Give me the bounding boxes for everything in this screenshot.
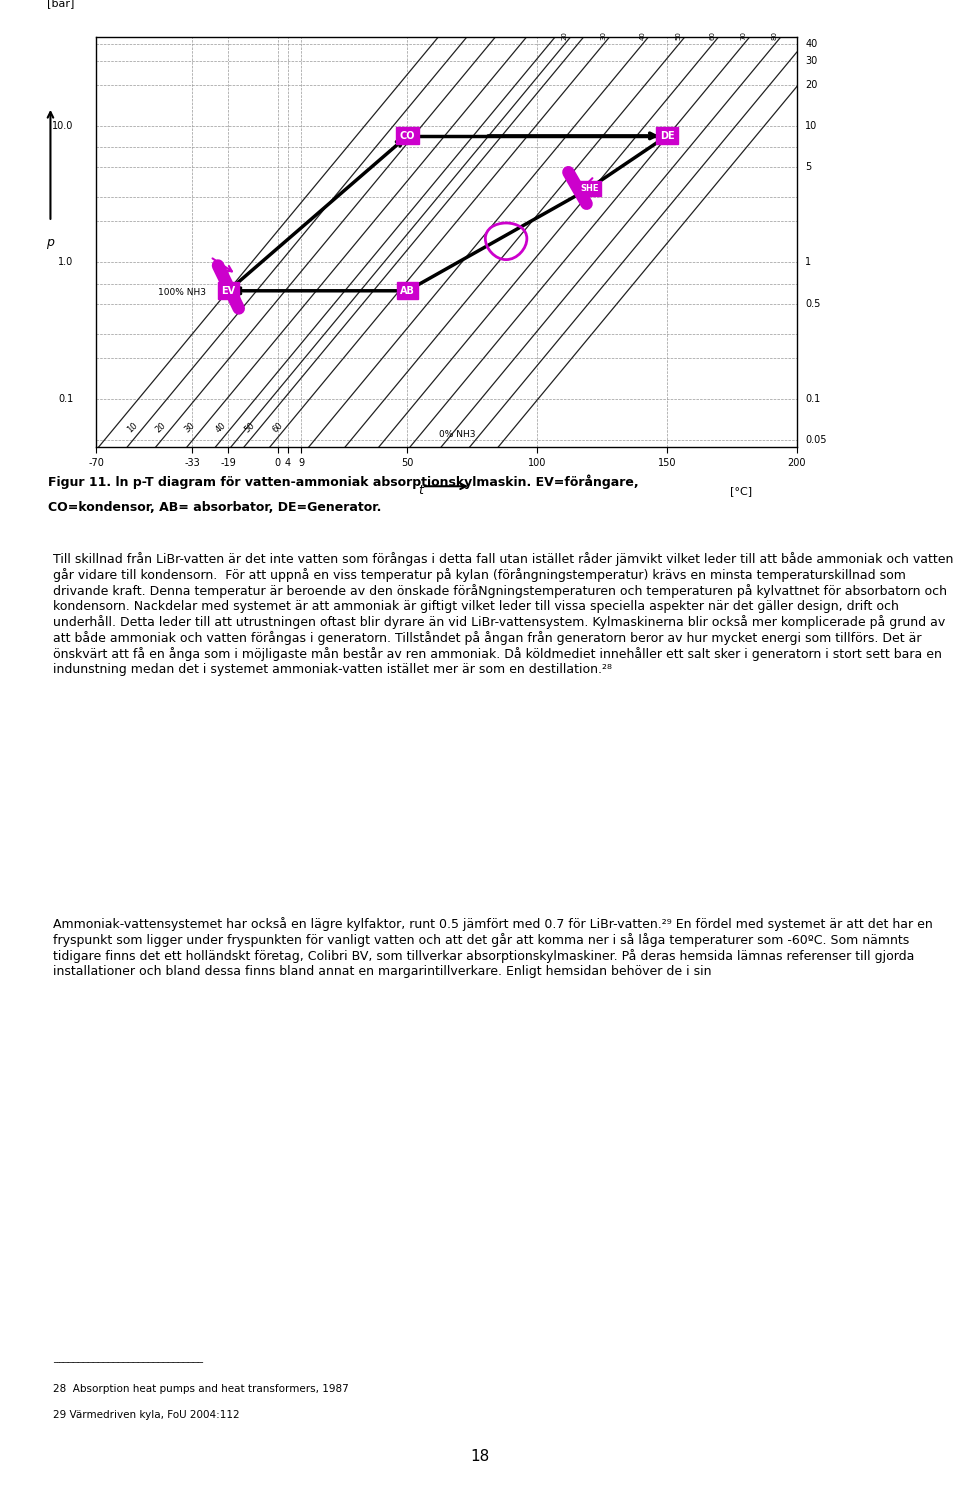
Text: 50: 50 xyxy=(242,420,256,434)
Text: 100% NH3: 100% NH3 xyxy=(158,288,206,297)
Text: 28  Absorption heat pumps and heat transformers, 1987: 28 Absorption heat pumps and heat transf… xyxy=(53,1384,348,1394)
Text: 29 Värmedriven kyla, FoU 2004:112: 29 Värmedriven kyla, FoU 2004:112 xyxy=(53,1410,239,1421)
Text: Till skillnad från LiBr-vatten är det inte vatten som förångas i detta fall utan: Till skillnad från LiBr-vatten är det in… xyxy=(53,552,953,677)
Text: 70: 70 xyxy=(741,31,747,40)
Text: 10: 10 xyxy=(805,121,818,131)
Text: DE: DE xyxy=(660,131,674,140)
Text: AB: AB xyxy=(400,286,415,295)
Text: 0.05: 0.05 xyxy=(805,435,827,444)
Text: 20: 20 xyxy=(154,420,168,434)
Text: 0.1: 0.1 xyxy=(805,394,821,404)
Text: 60: 60 xyxy=(709,31,715,40)
Text: t: t xyxy=(419,485,423,498)
Text: Ammoniak-vattensystemet har också en lägre kylfaktor, runt 0.5 jämfört med 0.7 f: Ammoniak-vattensystemet har också en läg… xyxy=(53,917,932,978)
Text: Figur 11. ln p-T diagram för vatten-ammoniak absorptionskylmaskin. EV=förångare,: Figur 11. ln p-T diagram för vatten-ammo… xyxy=(48,474,638,489)
Text: 30: 30 xyxy=(601,31,607,40)
Text: 0.5: 0.5 xyxy=(805,298,821,309)
Text: 60: 60 xyxy=(271,420,285,434)
Text: 20: 20 xyxy=(562,31,567,40)
Text: 40: 40 xyxy=(214,420,228,434)
Text: EV: EV xyxy=(222,286,235,295)
Text: ──────────────────────────────: ────────────────────────────── xyxy=(53,1357,203,1366)
Text: SHE: SHE xyxy=(580,183,598,192)
Text: p: p xyxy=(46,236,55,249)
Text: 10.0: 10.0 xyxy=(52,121,74,131)
Text: 0.1: 0.1 xyxy=(59,394,74,404)
Text: 1.0: 1.0 xyxy=(59,258,74,267)
Text: 1: 1 xyxy=(805,258,811,267)
Text: [bar]: [bar] xyxy=(47,0,74,9)
Text: 80: 80 xyxy=(772,31,778,40)
Text: 30: 30 xyxy=(805,57,818,66)
Text: 5: 5 xyxy=(805,163,811,173)
Text: 40: 40 xyxy=(639,31,645,40)
Text: CO: CO xyxy=(399,131,416,140)
Text: 40: 40 xyxy=(805,39,818,49)
Text: 18: 18 xyxy=(470,1449,490,1464)
Text: 20: 20 xyxy=(805,81,818,91)
Text: 30: 30 xyxy=(182,420,197,434)
Text: 10: 10 xyxy=(126,420,139,434)
Text: [°C]: [°C] xyxy=(731,486,753,497)
Text: 50: 50 xyxy=(676,31,682,40)
Text: 0% NH3: 0% NH3 xyxy=(439,429,475,438)
Text: CO=kondensor, AB= absorbator, DE=Generator.: CO=kondensor, AB= absorbator, DE=Generat… xyxy=(48,501,381,514)
